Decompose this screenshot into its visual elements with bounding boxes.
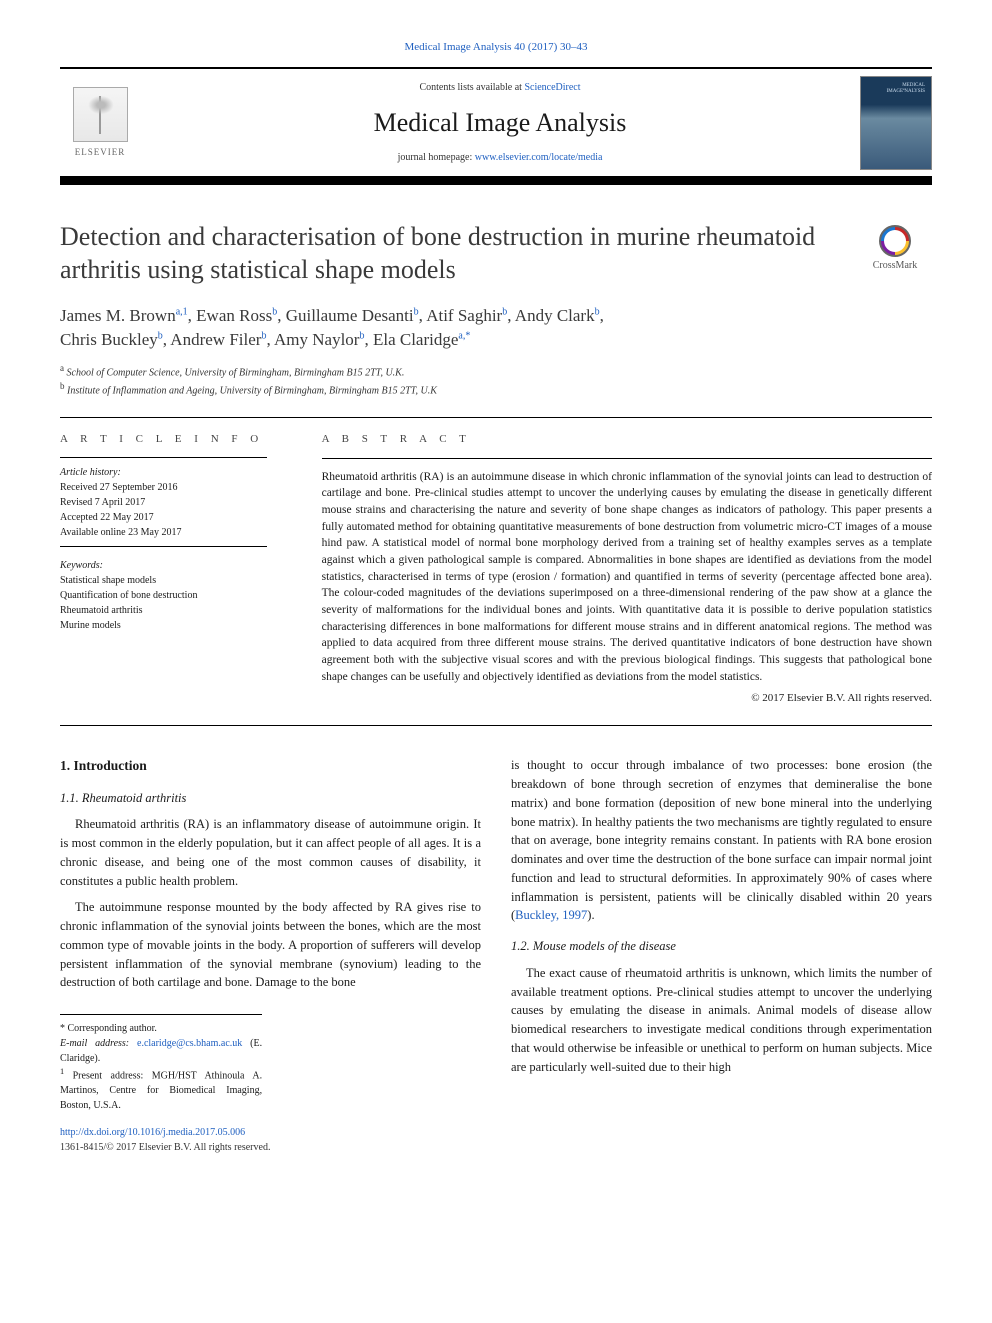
- right-column: is thought to occur through imbalance of…: [511, 756, 932, 1155]
- abstract-text: Rheumatoid arthritis (RA) is an autoimmu…: [322, 469, 932, 686]
- author-list: James M. Browna,1, Ewan Rossb, Guillaume…: [60, 304, 932, 352]
- para-4: The exact cause of rheumatoid arthritis …: [511, 964, 932, 1077]
- article-info-col: a r t i c l e i n f o Article history: R…: [60, 418, 322, 726]
- history-revised: Revised 7 April 2017: [60, 495, 304, 510]
- para-3: is thought to occur through imbalance of…: [511, 756, 932, 925]
- running-head: Medical Image Analysis 40 (2017) 30–43: [60, 40, 932, 55]
- corresponding-note: * Corresponding author.: [60, 1021, 262, 1036]
- history-accepted: Accepted 22 May 2017: [60, 510, 304, 525]
- body-columns: 1. Introduction 1.1. Rheumatoid arthriti…: [60, 756, 932, 1155]
- contents-prefix: Contents lists available at: [419, 82, 524, 93]
- abstract-copyright: © 2017 Elsevier B.V. All rights reserved…: [322, 691, 932, 707]
- homepage-link[interactable]: www.elsevier.com/locate/media: [475, 152, 603, 163]
- meta-abstract-block: a r t i c l e i n f o Article history: R…: [60, 417, 932, 727]
- journal-header: ELSEVIER Contents lists available at Sci…: [60, 67, 932, 177]
- page: Medical Image Analysis 40 (2017) 30–43 E…: [0, 0, 992, 1195]
- crossmark-icon: [879, 225, 911, 257]
- email-link[interactable]: e.claridge@cs.bham.ac.uk: [137, 1038, 242, 1049]
- keyword-item: Quantification of bone destruction: [60, 588, 304, 603]
- history-received: Received 27 September 2016: [60, 480, 304, 495]
- crossmark-badge[interactable]: CrossMark: [858, 225, 932, 273]
- header-rule: [60, 177, 932, 185]
- journal-name: Medical Image Analysis: [140, 105, 860, 141]
- journal-header-center: Contents lists available at ScienceDirec…: [140, 81, 860, 165]
- sciencedirect-link[interactable]: ScienceDirect: [524, 82, 580, 93]
- history-lines: Received 27 September 2016 Revised 7 Apr…: [60, 480, 304, 540]
- homepage-line: journal homepage: www.elsevier.com/locat…: [140, 151, 860, 165]
- publisher-logo: ELSEVIER: [60, 78, 140, 168]
- para-2: The autoimmune response mounted by the b…: [60, 898, 481, 992]
- journal-cover-thumb: [860, 76, 932, 170]
- authors-line-1: James M. Browna,1, Ewan Rossb, Guillaume…: [60, 304, 932, 328]
- keyword-item: Murine models: [60, 618, 304, 633]
- affiliation-b: b Institute of Inflammation and Ageing, …: [60, 380, 932, 398]
- abstract-head: a b s t r a c t: [322, 432, 932, 448]
- abstract-col: a b s t r a c t Rheumatoid arthritis (RA…: [322, 418, 932, 726]
- affiliations: a School of Computer Science, University…: [60, 362, 932, 399]
- affiliation-a: a School of Computer Science, University…: [60, 362, 932, 380]
- left-column: 1. Introduction 1.1. Rheumatoid arthriti…: [60, 756, 481, 1155]
- article-title: Detection and characterisation of bone d…: [60, 221, 838, 286]
- contents-line: Contents lists available at ScienceDirec…: [140, 81, 860, 95]
- publisher-label: ELSEVIER: [75, 146, 126, 159]
- history-label: Article history:: [60, 466, 304, 480]
- homepage-prefix: journal homepage:: [398, 152, 475, 163]
- running-head-link[interactable]: Medical Image Analysis 40 (2017) 30–43: [405, 41, 588, 53]
- section-1-2-head: 1.2. Mouse models of the disease: [511, 937, 932, 956]
- ref-buckley-1997[interactable]: Buckley, 1997: [515, 908, 587, 922]
- article-info-head: a r t i c l e i n f o: [60, 432, 304, 447]
- keyword-item: Rheumatoid arthritis: [60, 603, 304, 618]
- doi-link[interactable]: http://dx.doi.org/10.1016/j.media.2017.0…: [60, 1127, 245, 1138]
- authors-line-2: Chris Buckleyb, Andrew Filerb, Amy Naylo…: [60, 328, 932, 352]
- keywords-label: Keywords:: [60, 559, 304, 573]
- history-online: Available online 23 May 2017: [60, 525, 304, 540]
- section-1-head: 1. Introduction: [60, 756, 481, 776]
- para-1: Rheumatoid arthritis (RA) is an inflamma…: [60, 815, 481, 890]
- present-address-note: 1 Present address: MGH/HST Athinoula A. …: [60, 1066, 262, 1113]
- issn-line: 1361-8415/© 2017 Elsevier B.V. All right…: [60, 1140, 481, 1155]
- title-row: Detection and characterisation of bone d…: [60, 221, 932, 286]
- crossmark-label: CrossMark: [873, 259, 917, 273]
- elsevier-tree-icon: [73, 87, 128, 142]
- section-1-1-head: 1.1. Rheumatoid arthritis: [60, 789, 481, 808]
- doi-line: http://dx.doi.org/10.1016/j.media.2017.0…: [60, 1125, 481, 1140]
- footnotes: * Corresponding author. E-mail address: …: [60, 1014, 262, 1113]
- keywords-list: Statistical shape models Quantification …: [60, 573, 304, 633]
- email-note: E-mail address: e.claridge@cs.bham.ac.uk…: [60, 1036, 262, 1066]
- keyword-item: Statistical shape models: [60, 573, 304, 588]
